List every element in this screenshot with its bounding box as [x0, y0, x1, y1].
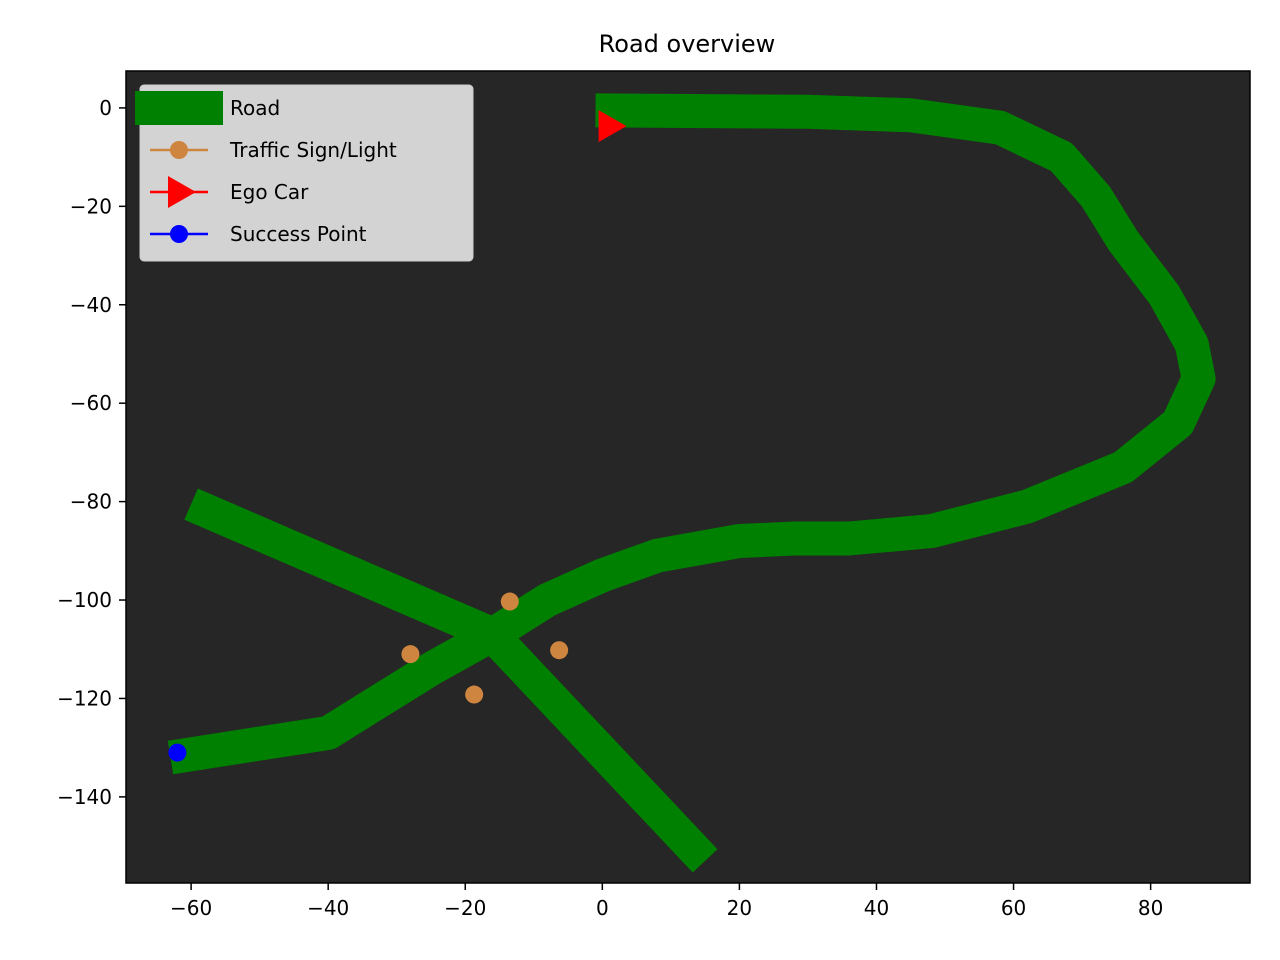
y-tick-label: −100 — [57, 588, 112, 612]
x-axis: −60 −40 −20 0 20 40 60 80 — [170, 883, 1163, 920]
road-segment-2 — [184, 488, 500, 651]
plot-frame — [125, 70, 1251, 884]
legend-label: Road — [230, 96, 280, 120]
x-tick-label: 60 — [1001, 896, 1026, 920]
y-axis: 0 −20 −40 −60 −80 −100 −120 −140 — [57, 96, 126, 809]
y-tick-label: −20 — [70, 194, 112, 218]
legend-label: Traffic Sign/Light — [229, 138, 397, 162]
success-point-point-1 — [168, 743, 187, 762]
traffic-sign-light-point-3 — [550, 641, 569, 660]
road-layer — [167, 93, 1216, 873]
x-tick-label: 0 — [596, 896, 609, 920]
road-segment-3 — [470, 612, 718, 873]
y-tick-label: −60 — [70, 391, 112, 415]
traffic-sign-light-point-1 — [500, 592, 519, 611]
traffic-sign-light-point-4 — [465, 685, 484, 704]
marker-layer — [168, 110, 627, 762]
x-tick-label: 40 — [864, 896, 889, 920]
ego-car-marker — [598, 110, 627, 143]
x-tick-label: −60 — [170, 896, 212, 920]
legend: Road Traffic Sign/Light Ego Car Success Poi… — [135, 84, 474, 262]
y-tick-label: −40 — [70, 293, 112, 317]
x-tick-label: −40 — [307, 896, 349, 920]
y-tick-label: 0 — [99, 96, 112, 120]
y-tick-label: −120 — [57, 686, 112, 710]
legend-triangle-marker — [168, 176, 196, 208]
y-tick-label: −80 — [70, 490, 112, 514]
legend-label: Ego Car — [230, 180, 309, 204]
legend-box — [139, 84, 474, 262]
legend-circle-marker — [170, 225, 188, 243]
y-tick-label: −140 — [57, 785, 112, 809]
x-tick-label: 20 — [727, 896, 752, 920]
legend-label: Success Point — [230, 222, 367, 246]
legend-circle-marker — [170, 141, 188, 159]
x-tick-label: 80 — [1138, 896, 1163, 920]
road-segment-1 — [167, 93, 1216, 775]
chart-title: Road overview — [599, 30, 776, 58]
traffic-sign-light-point-2 — [401, 645, 420, 664]
x-tick-label: −20 — [444, 896, 486, 920]
legend-road-swatch — [135, 91, 223, 125]
